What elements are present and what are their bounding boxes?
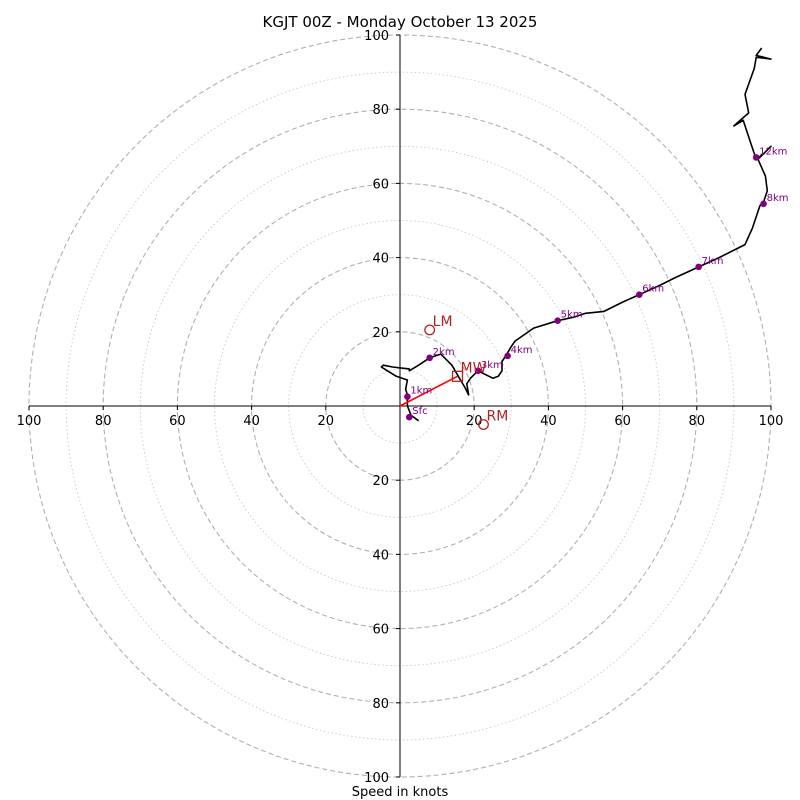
height-marker-point [405,413,413,421]
x-tick-label: 40 [540,414,557,429]
y-tick-label: 80 [372,697,389,712]
height-marker-point [752,154,760,161]
height-marker-label: 7km [702,256,724,267]
height-marker-label: 12km [759,146,787,157]
y-tick-label: 40 [372,548,389,563]
height-marker-label: 5km [561,310,583,321]
x-axis-label: Speed in knots [352,785,449,800]
x-tick-label: 60 [614,414,631,429]
chart-title: KGJT 00Z - Monday October 13 2025 [263,13,538,31]
height-marker-label: 2km [433,347,455,358]
height-marker-point [635,291,643,299]
height-marker-point [426,354,433,362]
x-tick-label: 60 [169,414,186,429]
x-tick-label: 20 [318,414,335,429]
height-marker-label: 4km [511,345,533,356]
height-marker-point [554,317,561,324]
x-tick-label: 80 [689,414,706,429]
storm-motion-marker [451,370,464,382]
storm-motion-marker [424,324,436,336]
height-marker-label: Sfc [412,406,427,417]
hodograph-lines [380,47,772,422]
storm-motion-markers: LM MW RM [424,314,508,431]
height-markers: Sfc 1km 2km 3km 4km 5km 6km 7km 8km 12km [404,146,789,421]
mean-wind-line [399,375,458,407]
y-tick-label: 60 [372,177,389,192]
y-tick-label: 20 [372,326,389,341]
height-marker-point [695,263,702,271]
y-tick-label: 100 [364,771,389,786]
x-tick-label: 40 [243,414,260,429]
height-marker-point [474,367,482,375]
y-tick-label: 40 [372,252,389,267]
height-marker-point [760,200,767,208]
x-tick-label: 100 [17,414,42,429]
storm-motion-label: MW [461,360,487,376]
y-tick-label: 80 [372,103,389,118]
x-tick-label: 100 [759,414,784,429]
storm-motion-label: RM [486,409,508,425]
tick-labels: 100 80 60 40 20 20 40 60 80 100100806040202040608… [17,29,784,786]
x-tick-label: 80 [95,414,112,429]
y-tick-label: 100 [364,29,389,44]
height-marker-label: 8km [767,193,789,204]
height-marker-label: 1km [410,386,432,397]
height-marker-label: 6km [642,284,664,295]
height-marker-point [404,393,411,401]
y-tick-label: 60 [372,623,389,638]
hodograph-line [380,47,772,422]
height-marker-label: 3km [481,360,503,371]
y-tick-label: 20 [372,474,389,489]
height-marker-point [504,352,511,360]
storm-motion-marker [478,419,489,431]
storm-motion-label: LM [433,314,453,330]
